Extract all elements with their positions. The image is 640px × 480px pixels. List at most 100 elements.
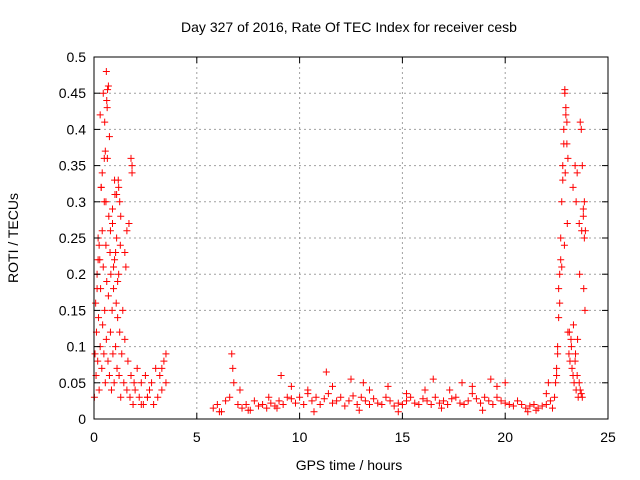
data-point [578, 227, 586, 235]
data-point [359, 379, 367, 387]
data-point [105, 212, 113, 220]
data-point [95, 314, 103, 322]
data-point [100, 154, 108, 162]
data-point [366, 386, 374, 394]
data-point [213, 401, 221, 409]
data-point [538, 402, 546, 410]
data-point [569, 321, 577, 329]
data-point [493, 382, 501, 390]
chart-title: Day 327 of 2016, Rate Of TEC Index for r… [181, 19, 517, 35]
data-point [556, 299, 564, 307]
data-point [349, 392, 357, 400]
y-tick-labels: 0 0.05 0.1 0.15 0.2 0.25 0.3 0.35 0.4 0.45 0.5 [59, 49, 86, 427]
data-point [514, 397, 522, 405]
data-point [427, 401, 435, 409]
data-point [107, 386, 115, 394]
data-point [552, 379, 560, 387]
data-point [522, 404, 530, 412]
data-point [115, 270, 123, 278]
data-point [403, 390, 411, 398]
data-point [345, 397, 353, 405]
data-point [265, 393, 273, 401]
data-point [108, 306, 116, 314]
data-point [141, 372, 149, 380]
data-point [129, 401, 137, 409]
data-point [267, 399, 275, 407]
data-point [560, 125, 568, 133]
data-point [228, 350, 236, 358]
data-point [160, 357, 168, 365]
data-point [215, 408, 223, 416]
data-point [222, 397, 230, 405]
data-point [571, 162, 579, 170]
data-point [501, 399, 509, 407]
data-point [347, 375, 355, 383]
data-point [524, 408, 532, 416]
data-point [209, 404, 217, 412]
data-point [96, 111, 104, 119]
data-point [277, 372, 285, 380]
y-tick-label: 0.45 [59, 85, 86, 101]
data-point [557, 256, 565, 264]
data-point [574, 335, 582, 343]
data-point [102, 241, 110, 249]
data-point [304, 386, 312, 394]
data-point [472, 395, 480, 403]
data-point [581, 306, 589, 314]
data-point [565, 350, 573, 358]
data-point [110, 263, 118, 271]
data-point [93, 285, 101, 293]
data-point [158, 386, 166, 394]
data-point [544, 379, 552, 387]
data-point [563, 220, 571, 228]
data-point [421, 386, 429, 394]
data-point [567, 335, 575, 343]
data-point [481, 393, 489, 401]
data-point [99, 89, 107, 97]
data-point [562, 104, 570, 112]
data-point [576, 118, 584, 126]
data-point [99, 321, 107, 329]
data-point [411, 399, 419, 407]
data-point [468, 382, 476, 390]
data-point [128, 162, 136, 170]
data-point [580, 234, 588, 242]
data-point [124, 357, 132, 365]
data-point [250, 397, 258, 405]
data-point [542, 401, 550, 409]
data-point [162, 379, 170, 387]
data-point [557, 234, 565, 242]
y-tick-label: 0.25 [59, 230, 86, 246]
data-point [575, 220, 583, 228]
data-point [337, 393, 345, 401]
data-point [477, 399, 485, 407]
data-point [316, 401, 324, 409]
data-point [308, 397, 316, 405]
data-point [394, 408, 402, 416]
data-point [561, 86, 569, 94]
data-point [444, 401, 452, 409]
data-point [357, 393, 365, 401]
data-points [90, 67, 589, 416]
data-point [234, 401, 242, 409]
data-point [415, 401, 423, 409]
data-point [143, 393, 151, 401]
data-point [390, 402, 398, 410]
data-point [563, 118, 571, 126]
data-point [435, 399, 443, 407]
data-point [575, 379, 583, 387]
data-point [580, 285, 588, 293]
data-point [555, 314, 563, 322]
data-point [576, 270, 584, 278]
data-point [158, 364, 166, 372]
data-point [320, 395, 328, 403]
data-point [553, 372, 561, 380]
data-point [94, 256, 102, 264]
data-point [558, 263, 566, 271]
data-point [102, 198, 110, 206]
data-point [468, 390, 476, 398]
data-point [128, 169, 136, 177]
data-point [310, 408, 318, 416]
data-point [407, 393, 415, 401]
data-point [137, 379, 145, 387]
